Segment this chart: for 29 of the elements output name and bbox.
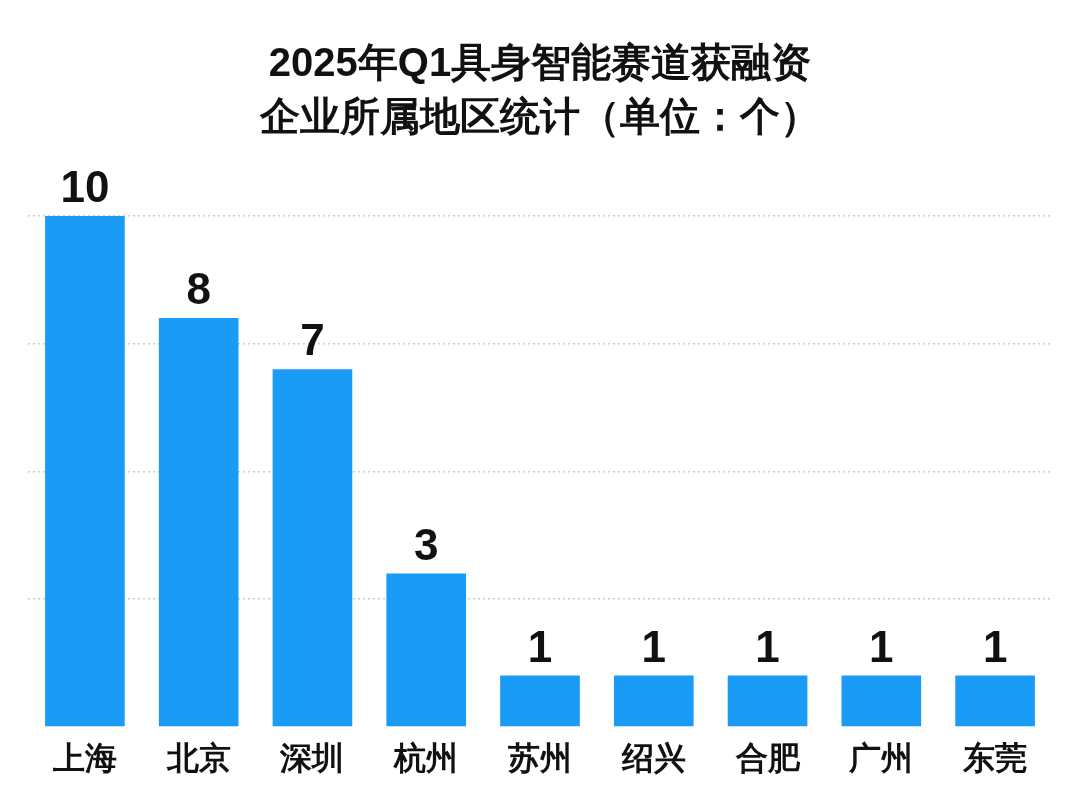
x-tick-label: 东莞 (962, 739, 1028, 776)
x-tick-label: 绍兴 (620, 739, 686, 776)
data-label: 7 (300, 315, 325, 365)
bar (613, 675, 694, 727)
data-label: 1 (755, 621, 780, 671)
data-label: 10 (60, 162, 110, 212)
data-label: 1 (869, 621, 894, 671)
bar (727, 675, 808, 727)
data-label: 1 (982, 621, 1008, 671)
data-label: 1 (641, 621, 667, 671)
data-label: 1 (527, 621, 553, 671)
bar (500, 675, 580, 727)
x-tick-label: 杭州 (393, 739, 459, 776)
bar (386, 573, 467, 727)
chart-title: 2025年Q1具身智能赛道获融资 (268, 40, 812, 85)
x-tick-label: 北京 (165, 739, 231, 776)
data-label: 8 (186, 264, 211, 314)
bar (272, 369, 353, 727)
bar (955, 675, 1035, 727)
chart-subtitle: 企业所属地区统计（单位：个） (259, 94, 820, 139)
bar (158, 318, 239, 727)
x-tick-label: 上海 (51, 739, 117, 776)
bar (841, 675, 922, 727)
x-tick-label: 苏州 (507, 739, 572, 776)
x-tick-label: 合肥 (734, 739, 801, 776)
data-label: 3 (413, 519, 439, 569)
x-tick-label: 广州 (848, 739, 914, 776)
bar (45, 216, 125, 727)
x-tick-label: 深圳 (279, 739, 345, 776)
